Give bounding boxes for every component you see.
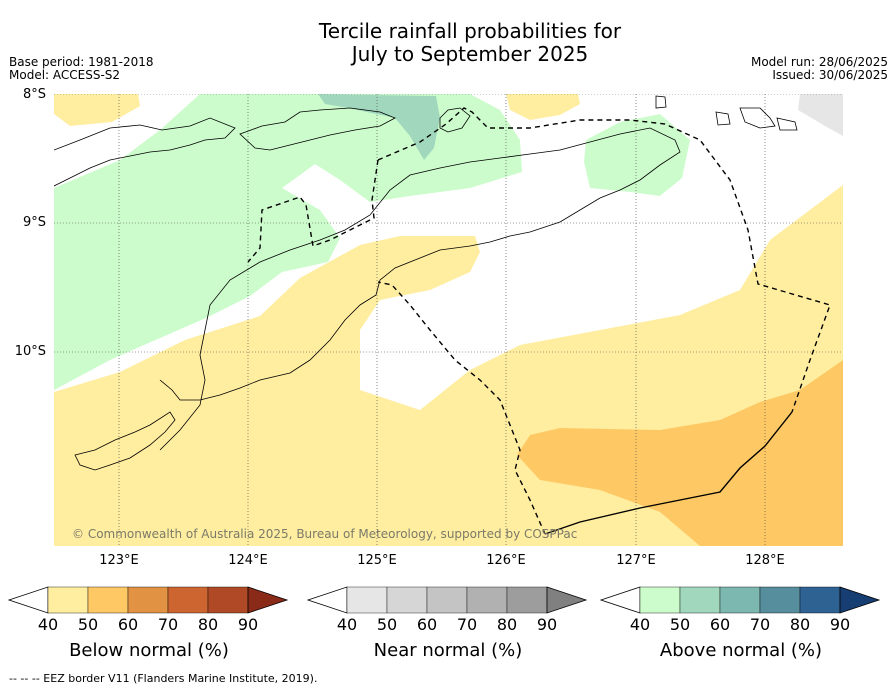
lat-label-9s: 9°S bbox=[22, 215, 46, 230]
above-normal-40-50-region bbox=[54, 94, 522, 390]
base-period-label: Base period: 1981-2018 bbox=[9, 55, 154, 69]
cb1-tick-80: 80 bbox=[197, 615, 219, 634]
coastline-east-islands-1 bbox=[715, 111, 731, 126]
cb1-tick-90: 90 bbox=[237, 615, 259, 634]
cb3-tick-70: 70 bbox=[749, 615, 771, 634]
cb1-tick-70: 70 bbox=[157, 615, 179, 634]
lon-label-124e: 124°E bbox=[228, 553, 268, 568]
colorbar-above-normal-title: Above normal (%) bbox=[659, 640, 823, 661]
colorbar-above-normal bbox=[600, 586, 881, 614]
model-label: Model: ACCESS-S2 bbox=[9, 68, 121, 82]
coastline-rote bbox=[74, 411, 176, 471]
eez-border-note: -- -- -- EEZ border V11 (Flanders Marine… bbox=[9, 672, 318, 685]
lon-label-126e: 126°E bbox=[486, 553, 526, 568]
cb3-tick-60: 60 bbox=[709, 615, 731, 634]
near-normal-40-50-region bbox=[798, 94, 843, 136]
cb2-tick-80: 80 bbox=[496, 615, 518, 634]
copyright-text: © Commonwealth of Australia 2025, Bureau… bbox=[72, 527, 578, 541]
colorbar-below-normal-title: Below normal (%) bbox=[69, 640, 229, 661]
lat-label-10s: 10°S bbox=[14, 344, 46, 359]
lon-label-123e: 123°E bbox=[99, 553, 139, 568]
model-run-label: Model run: 28/06/2025 bbox=[750, 55, 888, 69]
cb3-tick-80: 80 bbox=[789, 615, 811, 634]
lat-label-8s: 8°S bbox=[22, 87, 46, 102]
cb2-tick-70: 70 bbox=[456, 615, 478, 634]
lon-label-125e: 125°E bbox=[357, 553, 397, 568]
above-normal-50-60-region bbox=[318, 94, 440, 160]
below-normal-40-50-north-1 bbox=[54, 94, 140, 126]
cb2-tick-40: 40 bbox=[336, 615, 358, 634]
below-normal-50-60-region bbox=[517, 360, 843, 546]
cb3-tick-90: 90 bbox=[829, 615, 851, 634]
cb3-tick-50: 50 bbox=[669, 615, 691, 634]
coastline-alor-islands bbox=[54, 117, 236, 187]
cb2-tick-50: 50 bbox=[376, 615, 398, 634]
eez-border bbox=[247, 107, 831, 535]
coastline-timor-north bbox=[159, 127, 681, 451]
coastline-wetar bbox=[439, 107, 471, 133]
chart-title-line1: Tercile rainfall probabilities for bbox=[318, 19, 622, 43]
coastline-east-islands-3 bbox=[776, 117, 798, 131]
lon-label-127e: 127°E bbox=[616, 553, 656, 568]
coastline-east-islands-2 bbox=[739, 107, 776, 129]
below-normal-40-50-north-2 bbox=[506, 94, 580, 120]
coastline-northern-islands bbox=[239, 107, 396, 151]
lon-label-128e: 128°E bbox=[745, 553, 785, 568]
colorbar-near-normal-title: Near normal (%) bbox=[373, 640, 523, 661]
issued-label: Issued: 30/06/2025 bbox=[772, 68, 888, 82]
graticule bbox=[54, 94, 843, 546]
coastlines bbox=[54, 95, 798, 471]
coastline-dili-island bbox=[655, 95, 667, 109]
cb1-tick-40: 40 bbox=[37, 615, 59, 634]
cb1-tick-50: 50 bbox=[77, 615, 99, 634]
probability-map bbox=[54, 94, 843, 546]
cb2-tick-90: 90 bbox=[536, 615, 558, 634]
cb3-tick-40: 40 bbox=[629, 615, 651, 634]
colorbar-near-normal bbox=[307, 586, 588, 614]
chart-title-line2: July to September 2025 bbox=[351, 42, 589, 66]
cb2-tick-60: 60 bbox=[416, 615, 438, 634]
colorbar-below-normal bbox=[8, 586, 289, 614]
cb1-tick-60: 60 bbox=[117, 615, 139, 634]
